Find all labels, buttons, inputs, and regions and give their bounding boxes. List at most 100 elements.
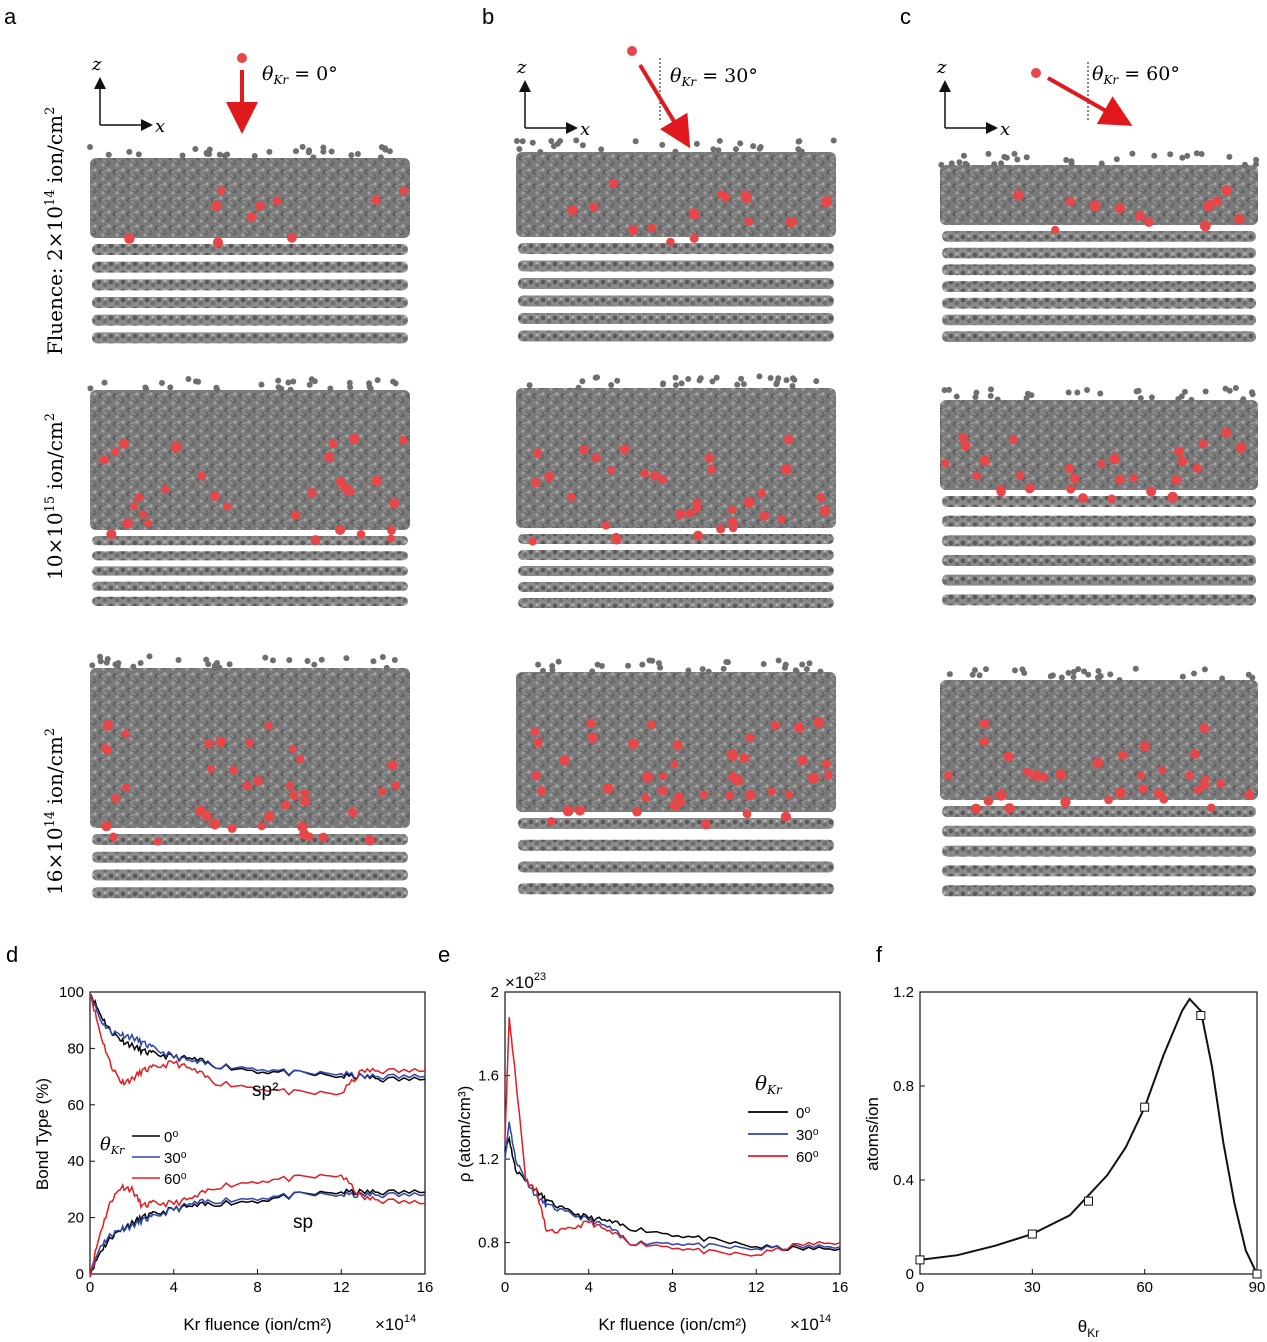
x-tick-label: 30 — [1024, 1279, 1041, 1296]
chart-bond-type: 0 4 8 12 16 0 20 40 60 80 100 sp² sp θKr 0⁰ 30⁰ 60⁰ Kr fl… — [33, 984, 433, 1334]
x-tick-label: 60 — [1136, 1279, 1153, 1296]
snapshot-r1-c1 — [87, 143, 410, 344]
y-tick-label: 0 — [76, 1266, 84, 1283]
svg-text:x: x — [580, 119, 590, 140]
legend-entry: 30⁰ — [796, 1127, 819, 1144]
series-line-3 — [504, 1017, 841, 1257]
series-line-5 — [89, 1191, 426, 1278]
legend-entry: 60⁰ — [796, 1149, 819, 1166]
series-line-1 — [504, 1135, 841, 1252]
snapshot-r2-c2 — [516, 373, 836, 608]
legend-entry: 30⁰ — [164, 1150, 187, 1167]
series-line-2 — [504, 1121, 841, 1251]
x-tick-label: 16 — [417, 1279, 434, 1296]
x-tick-label: 12 — [748, 1279, 765, 1296]
row-label-fluence-1: Fluence: 2×1014 ion/cm2 — [43, 107, 67, 355]
chart-density: 0 4 8 12 16 0.8 1.2 1.6 2 ×1023 θKr 0⁰ 30⁰ 60⁰ Kr flue… — [455, 971, 848, 1334]
x-tick-label: 16 — [832, 1279, 849, 1296]
snapshot-r2-c3 — [940, 385, 1258, 606]
fit-curve — [919, 997, 1258, 1275]
legend-title: θKr — [100, 1134, 125, 1157]
y-scale-label: ×1023 — [505, 971, 546, 992]
data-point — [1140, 1102, 1150, 1112]
x-tick-label: 12 — [333, 1279, 350, 1296]
legend-d: θKr 0⁰ 30⁰ 60⁰ — [100, 1129, 187, 1188]
panel-letter-f: f — [876, 942, 883, 967]
series-line-6 — [89, 1173, 426, 1278]
series-line-4 — [89, 1188, 426, 1278]
legend-title: θKr — [755, 1071, 783, 1097]
data-point — [1196, 1011, 1206, 1020]
row-label-fluence-2: 10×1015 ion/cm2 — [43, 413, 67, 580]
x-axis-title: Kr fluence (ion/cm²) — [183, 1315, 331, 1334]
y-tick-label: 0.8 — [478, 1235, 499, 1252]
x-tick-label: 8 — [253, 1279, 261, 1296]
theta-label-a: θKr = 0° — [262, 63, 338, 87]
ion-arrow-b: θKr = 30° — [627, 46, 758, 149]
series-line-3 — [89, 994, 426, 1096]
x-tick-label: 0 — [916, 1279, 924, 1296]
coord-axes-b: z x — [516, 57, 590, 140]
annotation-sp: sp — [293, 1212, 313, 1233]
snapshot-r3-c2 — [516, 657, 836, 895]
y-tick-label: 1.6 — [478, 1068, 499, 1085]
simulation-snapshots — [87, 137, 1260, 899]
x-scale-label: ×1014 — [375, 1313, 416, 1334]
x-axis-title: θKr — [1078, 1317, 1099, 1340]
x-tick-label: 0 — [501, 1279, 509, 1296]
snapshot-r1-c2 — [513, 137, 837, 342]
legend-entry: 60⁰ — [164, 1171, 187, 1188]
svg-text:x: x — [1000, 119, 1010, 140]
panel-letter-e: e — [438, 942, 450, 967]
theta-label-c: θKr = 60° — [1092, 63, 1180, 87]
x-scale-label: ×1014 — [790, 1313, 831, 1334]
row-label-fluence-3: 16×1014 ion/cm2 — [43, 728, 67, 895]
y-tick-label: 0.8 — [893, 1078, 914, 1095]
snapshot-r1-c3 — [938, 150, 1260, 342]
coord-axes-a: z x — [91, 54, 165, 137]
legend-entry: 0⁰ — [164, 1129, 178, 1146]
ion-arrow-c: θKr = 60° — [1031, 62, 1180, 126]
snapshot-r3-c1 — [89, 653, 410, 899]
panel-letter-b: b — [482, 4, 494, 29]
annotation-sp2: sp² — [252, 1080, 278, 1101]
series-line-2 — [89, 994, 426, 1080]
panel-letter-d: d — [6, 942, 18, 967]
panel-letter-c: c — [900, 4, 911, 29]
y-tick-label: 20 — [67, 1210, 84, 1227]
x-tick-label: 0 — [86, 1279, 94, 1296]
y-axis-title: Bond Type (%) — [33, 1078, 52, 1190]
snapshot-r2-c1 — [87, 375, 410, 606]
snapshot-r3-c3 — [940, 665, 1258, 897]
z-axis-label: z — [91, 54, 102, 75]
coord-axes-c: z x — [936, 57, 1010, 140]
svg-text:z: z — [516, 57, 527, 78]
legend-entry: 0⁰ — [796, 1105, 810, 1122]
y-tick-label: 0.4 — [893, 1172, 914, 1189]
data-point — [1027, 1229, 1037, 1239]
legend-e: θKr 0⁰ 30⁰ 60⁰ — [748, 1071, 819, 1166]
data-point — [1252, 1269, 1262, 1279]
x-tick-label: 8 — [668, 1279, 676, 1296]
y-tick-label: 100 — [59, 984, 84, 1001]
y-tick-label: 0 — [906, 1266, 914, 1283]
chart-sputter-yield: 0 30 60 90 0 0.4 0.8 1.2 θKr atoms/ion — [863, 984, 1265, 1340]
y-tick-label: 1.2 — [478, 1151, 499, 1168]
y-tick-label: 1.2 — [893, 984, 914, 1001]
panel-letter-a: a — [4, 4, 17, 29]
y-tick-label: 2 — [491, 984, 499, 1001]
y-tick-label: 80 — [67, 1040, 84, 1057]
y-axis-title: ρ (atom/cm³) — [455, 1086, 474, 1183]
data-point — [1084, 1196, 1093, 1206]
y-tick-label: 40 — [67, 1153, 84, 1170]
x-axis-label: x — [155, 116, 165, 137]
x-tick-label: 4 — [170, 1279, 178, 1296]
y-axis-title: atoms/ion — [863, 1097, 882, 1171]
theta-label-b: θKr = 30° — [670, 65, 758, 89]
y-tick-label: 60 — [67, 1097, 84, 1114]
x-tick-label: 4 — [585, 1279, 593, 1296]
ion-arrow-a: θKr = 0° — [226, 53, 338, 134]
data-point — [915, 1255, 925, 1265]
svg-text:z: z — [936, 57, 947, 78]
